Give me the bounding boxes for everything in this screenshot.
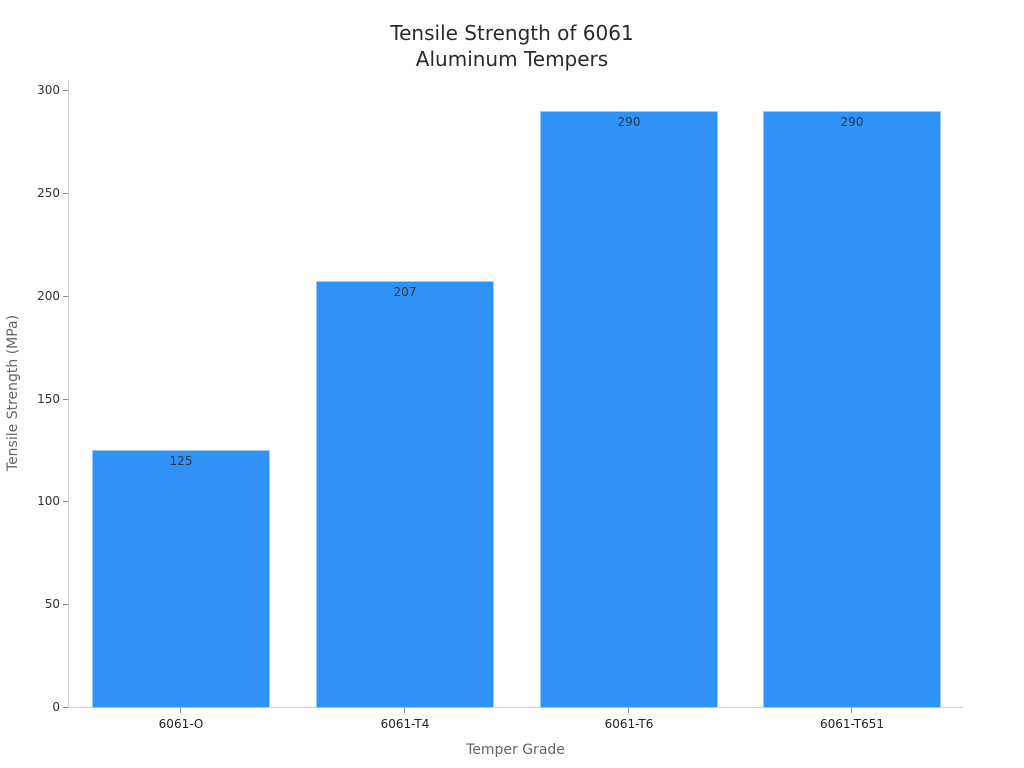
x-tick: 6061-T651: [763, 708, 941, 738]
y-tick-label: 0: [52, 700, 60, 714]
y-tick: 300: [0, 83, 68, 97]
x-tick-label: 6061-T6: [604, 717, 654, 731]
y-tick: 150: [0, 392, 68, 406]
y-tick: 50: [0, 597, 68, 611]
x-tick: 6061-T6: [540, 708, 718, 738]
bar-6061-t651: 290: [763, 110, 941, 708]
bar-value-label: 290: [617, 114, 641, 129]
y-tick: 100: [0, 494, 68, 508]
x-tick-mark: [628, 708, 629, 713]
x-tick-label: 6061-T651: [819, 717, 884, 731]
y-tick-mark: [63, 398, 68, 400]
y-tick-label: 50: [44, 597, 60, 612]
x-axis-line: [68, 707, 963, 708]
y-tick-mark: [63, 501, 68, 503]
y-tick-label: 300: [37, 83, 60, 97]
x-axis-label: Temper Grade: [466, 742, 565, 758]
y-tick-label: 200: [37, 288, 60, 303]
y-tick-mark: [63, 295, 68, 297]
x-tick-label: 6061-T4: [380, 717, 430, 731]
chart-title: Tensile Strength of 6061 Aluminum Temper…: [0, 20, 1024, 72]
y-tick: 200: [0, 289, 68, 303]
y-tick: 0: [0, 700, 68, 714]
bar-6061-t6: 290: [540, 110, 718, 708]
x-tick: 6061-O: [92, 708, 270, 738]
bar-value-label: 207: [393, 285, 417, 300]
bar-6061-o: 125: [92, 449, 270, 708]
y-tick: 250: [0, 186, 68, 200]
x-tick-mark: [180, 708, 181, 713]
y-tick-mark: [63, 192, 68, 194]
bar-value-label: 290: [840, 114, 864, 129]
y-tick-mark: [63, 604, 68, 606]
bar-6061-t4: 207: [316, 281, 494, 708]
chart-title-line-2: Aluminum Tempers: [415, 47, 609, 71]
y-tick-label: 250: [37, 185, 60, 200]
y-tick-label: 100: [37, 494, 60, 509]
chart-title-line-1: Tensile Strength of 6061: [390, 21, 634, 45]
y-axis-line: [68, 80, 69, 708]
bar-value-label: 125: [169, 453, 193, 468]
x-tick-mark: [404, 708, 405, 713]
y-tick-mark: [63, 707, 68, 708]
x-tick-mark: [851, 708, 852, 713]
x-tick-label: 6061-O: [158, 717, 204, 731]
y-tick-mark: [63, 90, 68, 91]
y-tick-label: 150: [37, 391, 60, 406]
x-tick: 6061-T4: [316, 708, 494, 738]
